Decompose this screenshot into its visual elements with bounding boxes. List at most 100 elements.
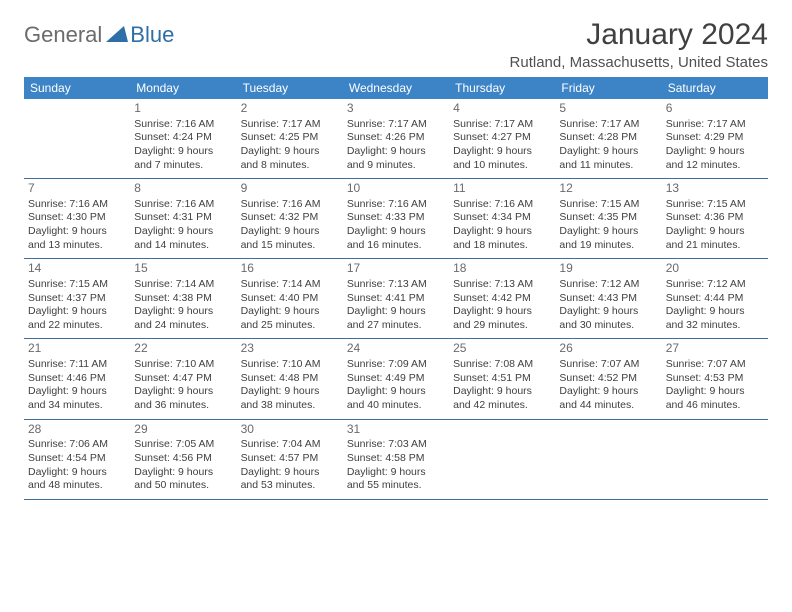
- cell-line: Daylight: 9 hours: [134, 225, 232, 239]
- cell-line: Sunset: 4:27 PM: [453, 131, 551, 145]
- cell-line: and 27 minutes.: [347, 319, 445, 333]
- day-header: Wednesday: [343, 77, 449, 99]
- cell-line: Daylight: 9 hours: [666, 145, 764, 159]
- calendar-cell: [662, 420, 768, 499]
- cell-line: and 19 minutes.: [559, 239, 657, 253]
- calendar-cell: 19Sunrise: 7:12 AMSunset: 4:43 PMDayligh…: [555, 259, 661, 338]
- calendar-cell: 27Sunrise: 7:07 AMSunset: 4:53 PMDayligh…: [662, 339, 768, 418]
- date-number: 5: [559, 101, 657, 117]
- cell-line: Sunset: 4:42 PM: [453, 292, 551, 306]
- cell-line: Sunrise: 7:14 AM: [134, 278, 232, 292]
- date-number: 26: [559, 341, 657, 357]
- cell-line: and 9 minutes.: [347, 159, 445, 173]
- cell-line: Daylight: 9 hours: [28, 466, 126, 480]
- cell-line: Daylight: 9 hours: [241, 466, 339, 480]
- cell-line: Daylight: 9 hours: [666, 385, 764, 399]
- logo-text-general: General: [24, 22, 102, 48]
- calendar-cell: 12Sunrise: 7:15 AMSunset: 4:35 PMDayligh…: [555, 179, 661, 258]
- date-number: 16: [241, 261, 339, 277]
- cell-line: and 12 minutes.: [666, 159, 764, 173]
- cell-line: and 22 minutes.: [28, 319, 126, 333]
- calendar-cell: 15Sunrise: 7:14 AMSunset: 4:38 PMDayligh…: [130, 259, 236, 338]
- date-number: 22: [134, 341, 232, 357]
- week-row: 28Sunrise: 7:06 AMSunset: 4:54 PMDayligh…: [24, 420, 768, 500]
- date-number: 13: [666, 181, 764, 197]
- cell-line: Sunset: 4:53 PM: [666, 372, 764, 386]
- cell-line: and 24 minutes.: [134, 319, 232, 333]
- cell-line: and 36 minutes.: [134, 399, 232, 413]
- week-row: 14Sunrise: 7:15 AMSunset: 4:37 PMDayligh…: [24, 259, 768, 339]
- cell-line: and 30 minutes.: [559, 319, 657, 333]
- cell-line: Sunrise: 7:12 AM: [559, 278, 657, 292]
- date-number: 3: [347, 101, 445, 117]
- cell-line: and 18 minutes.: [453, 239, 551, 253]
- cell-line: Sunrise: 7:08 AM: [453, 358, 551, 372]
- date-number: 23: [241, 341, 339, 357]
- cell-line: Sunset: 4:51 PM: [453, 372, 551, 386]
- cell-line: Sunset: 4:48 PM: [241, 372, 339, 386]
- cell-line: Sunset: 4:44 PM: [666, 292, 764, 306]
- calendar-cell: 21Sunrise: 7:11 AMSunset: 4:46 PMDayligh…: [24, 339, 130, 418]
- cell-line: and 15 minutes.: [241, 239, 339, 253]
- cell-line: Sunset: 4:33 PM: [347, 211, 445, 225]
- calendar-cell: 18Sunrise: 7:13 AMSunset: 4:42 PMDayligh…: [449, 259, 555, 338]
- date-number: 6: [666, 101, 764, 117]
- cell-line: Sunset: 4:54 PM: [28, 452, 126, 466]
- cell-line: Sunset: 4:30 PM: [28, 211, 126, 225]
- date-number: 24: [347, 341, 445, 357]
- day-header: Saturday: [662, 77, 768, 99]
- cell-line: Sunset: 4:36 PM: [666, 211, 764, 225]
- calendar-cell: 20Sunrise: 7:12 AMSunset: 4:44 PMDayligh…: [662, 259, 768, 338]
- cell-line: Daylight: 9 hours: [28, 305, 126, 319]
- cell-line: Sunset: 4:34 PM: [453, 211, 551, 225]
- cell-line: Sunrise: 7:13 AM: [453, 278, 551, 292]
- cell-line: and 25 minutes.: [241, 319, 339, 333]
- cell-line: Sunrise: 7:14 AM: [241, 278, 339, 292]
- cell-line: and 7 minutes.: [134, 159, 232, 173]
- cell-line: Sunrise: 7:16 AM: [453, 198, 551, 212]
- cell-line: Sunrise: 7:10 AM: [134, 358, 232, 372]
- cell-line: Sunset: 4:31 PM: [134, 211, 232, 225]
- cell-line: Sunrise: 7:16 AM: [347, 198, 445, 212]
- cell-line: Daylight: 9 hours: [241, 145, 339, 159]
- cell-line: and 48 minutes.: [28, 479, 126, 493]
- cell-line: Daylight: 9 hours: [666, 225, 764, 239]
- cell-line: Sunrise: 7:06 AM: [28, 438, 126, 452]
- cell-line: and 32 minutes.: [666, 319, 764, 333]
- cell-line: and 13 minutes.: [28, 239, 126, 253]
- date-number: 2: [241, 101, 339, 117]
- cell-line: Sunrise: 7:15 AM: [559, 198, 657, 212]
- calendar-cell: [24, 99, 130, 178]
- title-block: January 2024 Rutland, Massachusetts, Uni…: [510, 18, 768, 71]
- cell-line: Daylight: 9 hours: [453, 225, 551, 239]
- date-number: 9: [241, 181, 339, 197]
- cell-line: Daylight: 9 hours: [134, 145, 232, 159]
- date-number: 11: [453, 181, 551, 197]
- calendar-cell: 9Sunrise: 7:16 AMSunset: 4:32 PMDaylight…: [237, 179, 343, 258]
- cell-line: Sunrise: 7:16 AM: [134, 198, 232, 212]
- cell-line: Sunrise: 7:16 AM: [134, 118, 232, 132]
- cell-line: Daylight: 9 hours: [134, 466, 232, 480]
- day-header: Sunday: [24, 77, 130, 99]
- cell-line: Daylight: 9 hours: [453, 145, 551, 159]
- cell-line: Sunrise: 7:17 AM: [453, 118, 551, 132]
- cell-line: Sunset: 4:56 PM: [134, 452, 232, 466]
- calendar-cell: 30Sunrise: 7:04 AMSunset: 4:57 PMDayligh…: [237, 420, 343, 499]
- date-number: 25: [453, 341, 551, 357]
- calendar-cell: 26Sunrise: 7:07 AMSunset: 4:52 PMDayligh…: [555, 339, 661, 418]
- cell-line: and 46 minutes.: [666, 399, 764, 413]
- cell-line: Daylight: 9 hours: [559, 225, 657, 239]
- calendar-cell: 7Sunrise: 7:16 AMSunset: 4:30 PMDaylight…: [24, 179, 130, 258]
- header: General Blue January 2024 Rutland, Massa…: [24, 18, 768, 71]
- calendar-cell: 8Sunrise: 7:16 AMSunset: 4:31 PMDaylight…: [130, 179, 236, 258]
- date-number: 28: [28, 422, 126, 438]
- cell-line: Sunset: 4:40 PM: [241, 292, 339, 306]
- calendar-cell: 24Sunrise: 7:09 AMSunset: 4:49 PMDayligh…: [343, 339, 449, 418]
- date-number: 17: [347, 261, 445, 277]
- cell-line: Sunset: 4:26 PM: [347, 131, 445, 145]
- month-title: January 2024: [510, 18, 768, 52]
- cell-line: Daylight: 9 hours: [666, 305, 764, 319]
- cell-line: Daylight: 9 hours: [28, 385, 126, 399]
- cell-line: and 38 minutes.: [241, 399, 339, 413]
- cell-line: Sunset: 4:24 PM: [134, 131, 232, 145]
